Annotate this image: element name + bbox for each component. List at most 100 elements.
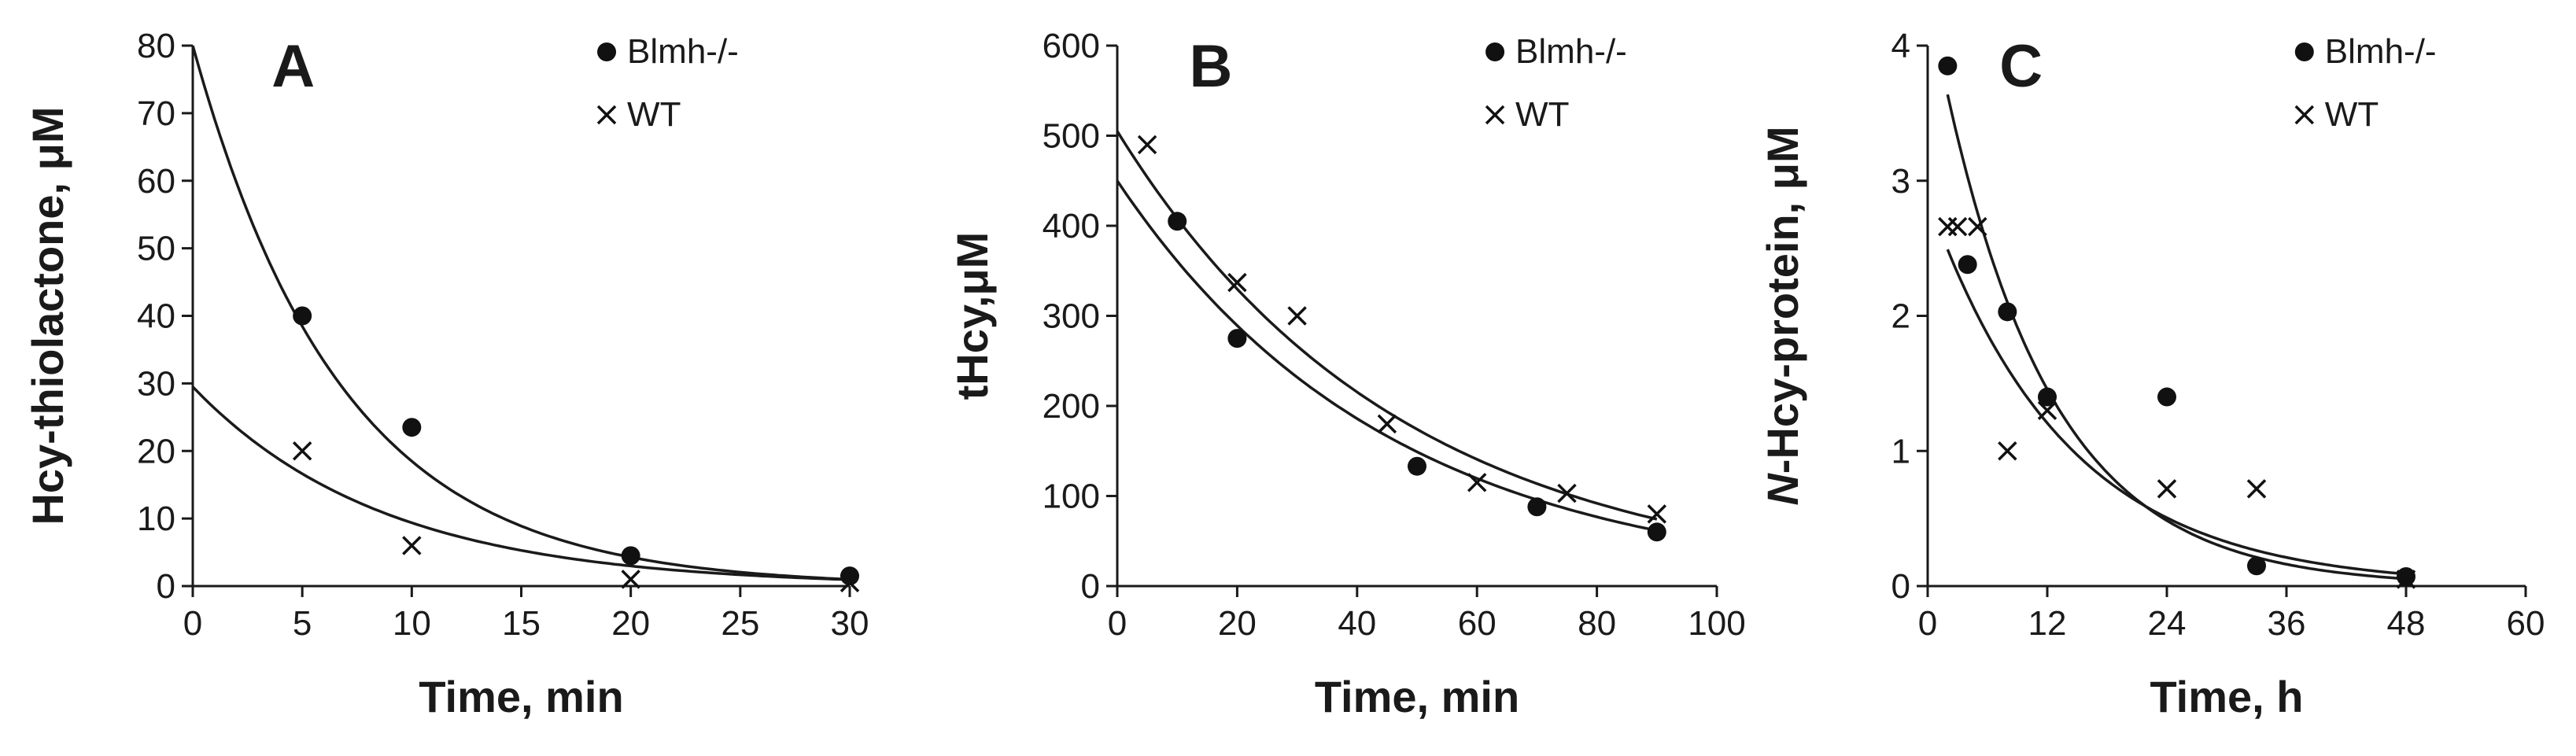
- legend-dot-marker: [2294, 42, 2314, 61]
- wt-data-point: [621, 570, 640, 589]
- panel-letter-c: C: [1999, 33, 2043, 100]
- wt-data-point: [1947, 216, 1968, 237]
- x-tick-label: 60: [1458, 604, 1497, 643]
- x-tick-label: 40: [1338, 604, 1376, 643]
- panel-letter-a: A: [271, 33, 315, 100]
- y-tick-label: 2: [1891, 297, 1910, 336]
- y-tick-label: 0: [1891, 567, 1910, 606]
- wt-marker-stroke: [402, 536, 422, 555]
- y-tick-label: 50: [137, 230, 175, 268]
- y-tick-label: 3: [1891, 162, 1910, 201]
- wt-marker-stroke: [1557, 483, 1577, 503]
- blmh-data-point: [293, 306, 312, 326]
- y-tick-label: 20: [137, 432, 175, 470]
- y-axis-title-italic: N: [1758, 473, 1807, 506]
- x-tick-label: 0: [1918, 604, 1937, 643]
- blmh-fit-curve: [191, 45, 851, 581]
- legend-cross-stroke: [1485, 105, 1505, 125]
- x-tick-label: 15: [502, 604, 541, 643]
- legend-label-blmh: Blmh-/-: [2325, 32, 2437, 71]
- y-axis-title: Hcy-thiolactone, μM: [23, 106, 72, 525]
- blmh-data-point: [840, 566, 859, 586]
- blmh-data-point: [1408, 456, 1426, 476]
- legend-dot-marker: [1485, 42, 1505, 61]
- y-tick-label: 0: [1081, 567, 1100, 606]
- x-tick-label: 80: [1578, 604, 1616, 643]
- y-axis-title: N-Hcy-protein, μM: [1758, 126, 1807, 505]
- wt-data-point: [2396, 570, 2416, 589]
- legend-label-wt: WT: [1515, 95, 1569, 134]
- legend-label-blmh: Blmh-/-: [627, 32, 739, 71]
- wt-marker-stroke: [2157, 479, 2177, 499]
- x-tick-label: 0: [183, 604, 202, 643]
- wt-data-point: [2037, 400, 2057, 420]
- wt-data-point: [1968, 216, 1987, 237]
- wt-marker-stroke: [1998, 441, 2017, 461]
- wt-data-point: [1557, 483, 1577, 503]
- y-tick-label: 70: [137, 94, 175, 133]
- wt-marker-stroke: [1287, 306, 1307, 326]
- x-tick-label: 20: [611, 604, 650, 643]
- blmh-data-point: [2397, 566, 2415, 586]
- wt-marker-stroke: [1137, 135, 1157, 155]
- x-tick-label: 100: [1688, 604, 1745, 643]
- blmh-data-point: [2157, 387, 2176, 407]
- blmh-data-point: [1168, 212, 1187, 231]
- wt-marker-stroke: [2037, 400, 2057, 420]
- x-tick-label: 30: [831, 604, 869, 643]
- y-tick-label: 30: [137, 364, 175, 403]
- legend-label-wt: WT: [2325, 95, 2379, 134]
- blmh-data-point: [1998, 302, 2017, 322]
- blmh-data-point: [1647, 522, 1666, 542]
- x-tick-label: 10: [393, 604, 431, 643]
- y-tick-label: 4: [1891, 27, 1910, 65]
- x-tick-label: 24: [2148, 604, 2187, 643]
- wt-data-point: [2246, 479, 2267, 499]
- wt-data-point: [2157, 479, 2177, 499]
- panel-a-chart: 0 10 20 30 40 50 60 70 80 0 5 10 15 20 25 30 Time, min Hc…: [23, 27, 869, 721]
- y-tick-label: 80: [137, 27, 175, 65]
- y-tick-label: 400: [1043, 207, 1100, 245]
- panel-b-chart: 0 100 200 300 400 500 600 0 20 40 60 80 100 Time, min…: [947, 27, 1746, 721]
- wt-marker-stroke: [2396, 570, 2416, 589]
- legend-label-blmh: Blmh-/-: [1515, 32, 1627, 71]
- y-tick-label: 300: [1043, 297, 1100, 336]
- y-tick-label: 40: [137, 297, 175, 336]
- wt-marker-stroke: [1227, 272, 1247, 293]
- wt-marker-stroke: [621, 570, 640, 589]
- wt-data-point: [1137, 135, 1157, 155]
- legend-cross-marker: [1485, 105, 1505, 125]
- wt-marker-stroke: [1947, 216, 1968, 237]
- y-tick-label: 500: [1043, 117, 1100, 156]
- blmh-data-point: [1938, 56, 1958, 76]
- wt-data-point: [292, 441, 312, 461]
- legend-cross-marker: [596, 105, 617, 125]
- x-axis-title: Time, h: [2150, 672, 2303, 721]
- wt-data-point: [1227, 272, 1247, 293]
- x-axis-title: Time, min: [419, 672, 623, 721]
- wt-data-point: [1647, 504, 1667, 524]
- y-tick-label: 60: [137, 162, 175, 201]
- x-tick-label: 60: [2507, 604, 2545, 643]
- y-axis-title-rest: -Hcy-protein, μM: [1758, 126, 1807, 474]
- blmh-data-point: [402, 418, 422, 437]
- blmh-data-point: [2247, 556, 2266, 576]
- wt-marker-stroke: [1968, 216, 1987, 237]
- x-tick-label: 0: [1108, 604, 1127, 643]
- wt-marker-stroke: [2246, 479, 2267, 499]
- y-tick-label: 600: [1043, 27, 1100, 65]
- blmh-fit-curve: [1116, 179, 1658, 533]
- legend-dot-marker: [597, 42, 617, 61]
- blmh-fit-curve: [1946, 94, 2407, 581]
- blmh-data-point: [2038, 387, 2057, 407]
- blmh-data-point: [1227, 329, 1247, 348]
- wt-marker-stroke: [1377, 414, 1397, 434]
- y-tick-label: 0: [157, 567, 175, 606]
- legend-cross-marker: [2294, 105, 2315, 125]
- wt-data-point: [1938, 216, 1958, 237]
- x-tick-label: 25: [721, 604, 759, 643]
- y-tick-label: 200: [1043, 387, 1100, 426]
- legend-cross-stroke: [2294, 105, 2315, 125]
